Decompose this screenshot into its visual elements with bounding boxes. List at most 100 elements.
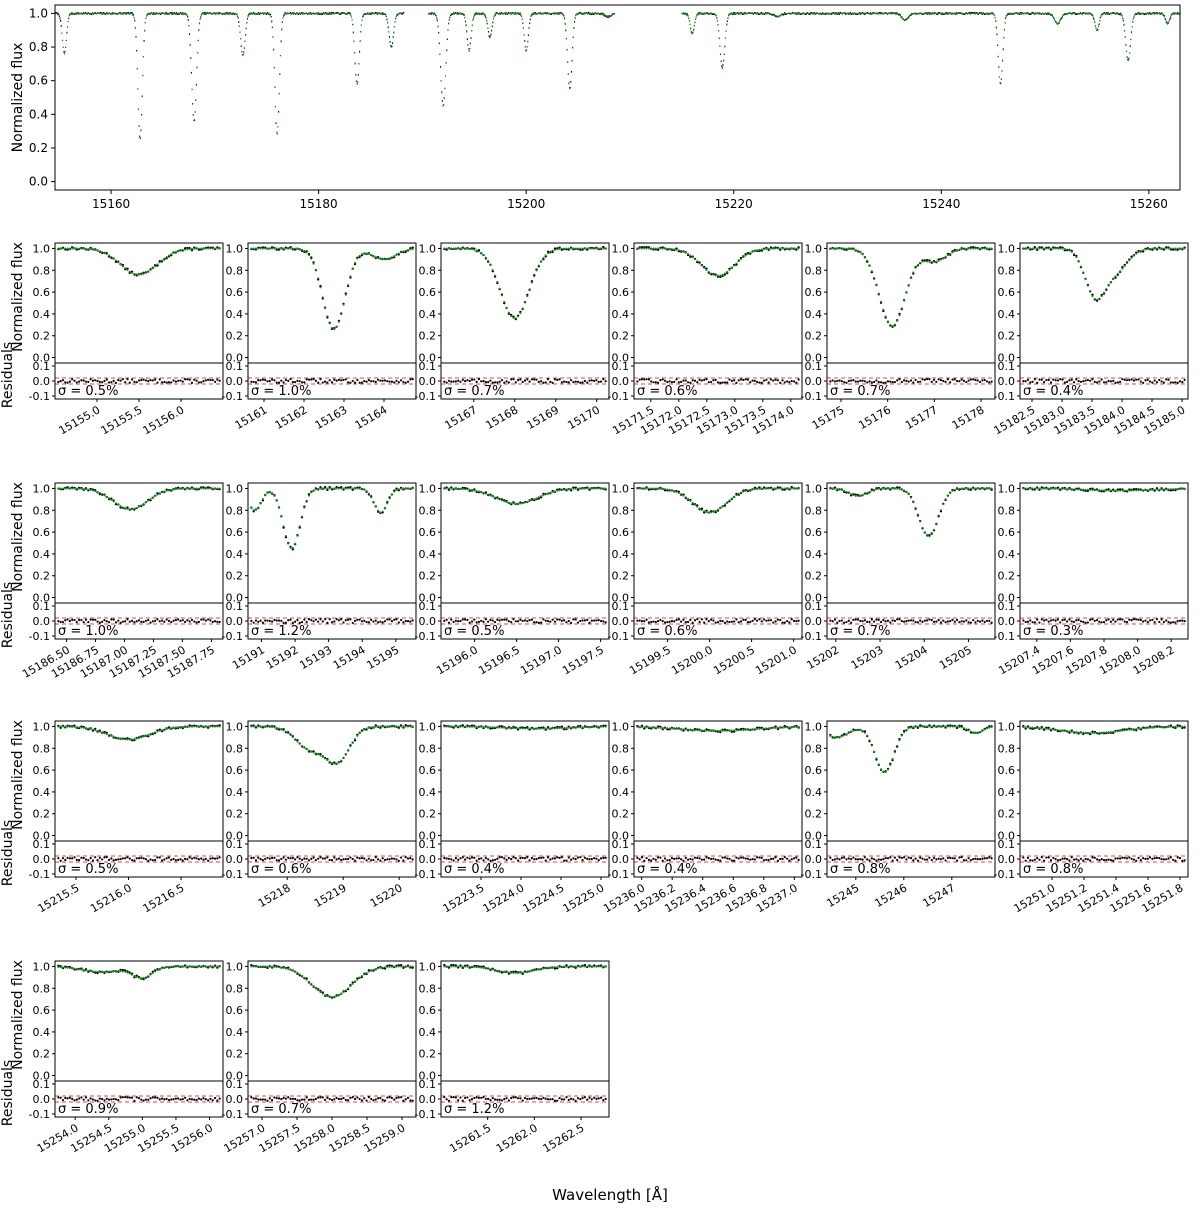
model-point [496, 13, 498, 15]
residual-point [493, 381, 497, 384]
observed-point [908, 17, 910, 19]
model-point [698, 12, 700, 15]
model-point [528, 27, 530, 29]
model-point [898, 314, 901, 317]
model-point [1038, 12, 1040, 15]
model-point [308, 12, 310, 15]
model-point [919, 261, 922, 264]
model-point [1172, 13, 1174, 15]
model-point [212, 12, 214, 15]
model-point [766, 12, 768, 15]
model-point [998, 67, 1000, 69]
model-point [852, 248, 855, 251]
model-point [61, 39, 64, 41]
model-point [1061, 17, 1063, 19]
observed-point [836, 13, 838, 15]
residual-point [965, 381, 968, 384]
residual-point [960, 378, 963, 381]
observed-point [436, 18, 438, 20]
y-tick-label: 0.1 [805, 360, 823, 373]
residual-point [549, 380, 552, 383]
model-point [1054, 19, 1056, 21]
observed-point [880, 12, 882, 14]
model-point [739, 12, 741, 15]
model-point [388, 257, 391, 260]
model-point [60, 20, 62, 22]
model-point [505, 12, 507, 15]
residual-point [124, 620, 127, 623]
residual-point [64, 381, 67, 384]
model-point [291, 247, 294, 250]
observed-point [130, 12, 132, 14]
model-point [754, 12, 756, 15]
model-point [1139, 12, 1141, 15]
observed-point [251, 13, 253, 15]
model-point [389, 41, 391, 43]
model-point [1013, 12, 1015, 15]
observed-point [1115, 13, 1117, 15]
model-point [511, 12, 513, 15]
model-point [63, 51, 65, 53]
residual-point [1153, 379, 1156, 382]
model-point [1084, 12, 1086, 15]
residual-point [654, 381, 657, 384]
model-point [365, 12, 367, 15]
observed-point [950, 13, 953, 15]
y-tick-label: 0.0 [419, 352, 437, 365]
model-point [442, 105, 444, 107]
observed-point [1043, 13, 1045, 15]
model-point [494, 13, 496, 15]
observed-point [698, 12, 700, 14]
residual-point [160, 619, 164, 622]
model-point [296, 247, 299, 250]
model-point [332, 12, 334, 15]
model-point [1086, 12, 1088, 15]
model-point [1068, 249, 1071, 252]
model-point [687, 253, 690, 256]
model-point [153, 12, 155, 15]
observed-point [231, 13, 234, 15]
observed-point [431, 12, 433, 14]
model-point [256, 12, 258, 15]
model-point [936, 12, 938, 15]
model-point [147, 270, 150, 273]
model-point [519, 13, 521, 15]
model-point [237, 17, 239, 19]
model-point [151, 12, 153, 15]
observed-point [837, 13, 839, 15]
observed-point [375, 11, 377, 14]
residual-point [765, 378, 768, 381]
model-point [706, 12, 708, 15]
model-point [370, 253, 373, 256]
residual-point [689, 381, 692, 384]
model-point [1149, 12, 1151, 15]
model-point [769, 13, 771, 15]
model-point [766, 12, 768, 15]
observed-point [291, 13, 293, 15]
model-point [933, 261, 936, 264]
observed-point [297, 13, 300, 15]
model-point [1011, 12, 1013, 15]
model-point [837, 12, 839, 15]
model-point [1075, 256, 1078, 259]
observed-point [131, 12, 133, 14]
residual-point [317, 381, 320, 384]
residual-point [510, 378, 513, 381]
observed-point [1138, 12, 1140, 14]
observed-point [491, 26, 493, 28]
model-point [988, 247, 991, 250]
residual-point [873, 380, 876, 384]
model-point [1102, 13, 1105, 15]
observed-point [529, 19, 531, 21]
observed-point [573, 20, 576, 23]
observed-point [292, 12, 294, 14]
observed-point [946, 13, 948, 15]
model-point [815, 12, 817, 15]
sigma-label: σ = 1.0% [251, 384, 311, 399]
model-point [696, 13, 699, 15]
model-point [1029, 247, 1032, 250]
model-point [1163, 14, 1165, 17]
residual-point [379, 379, 382, 382]
model-point [574, 247, 577, 250]
model-point [315, 12, 317, 15]
